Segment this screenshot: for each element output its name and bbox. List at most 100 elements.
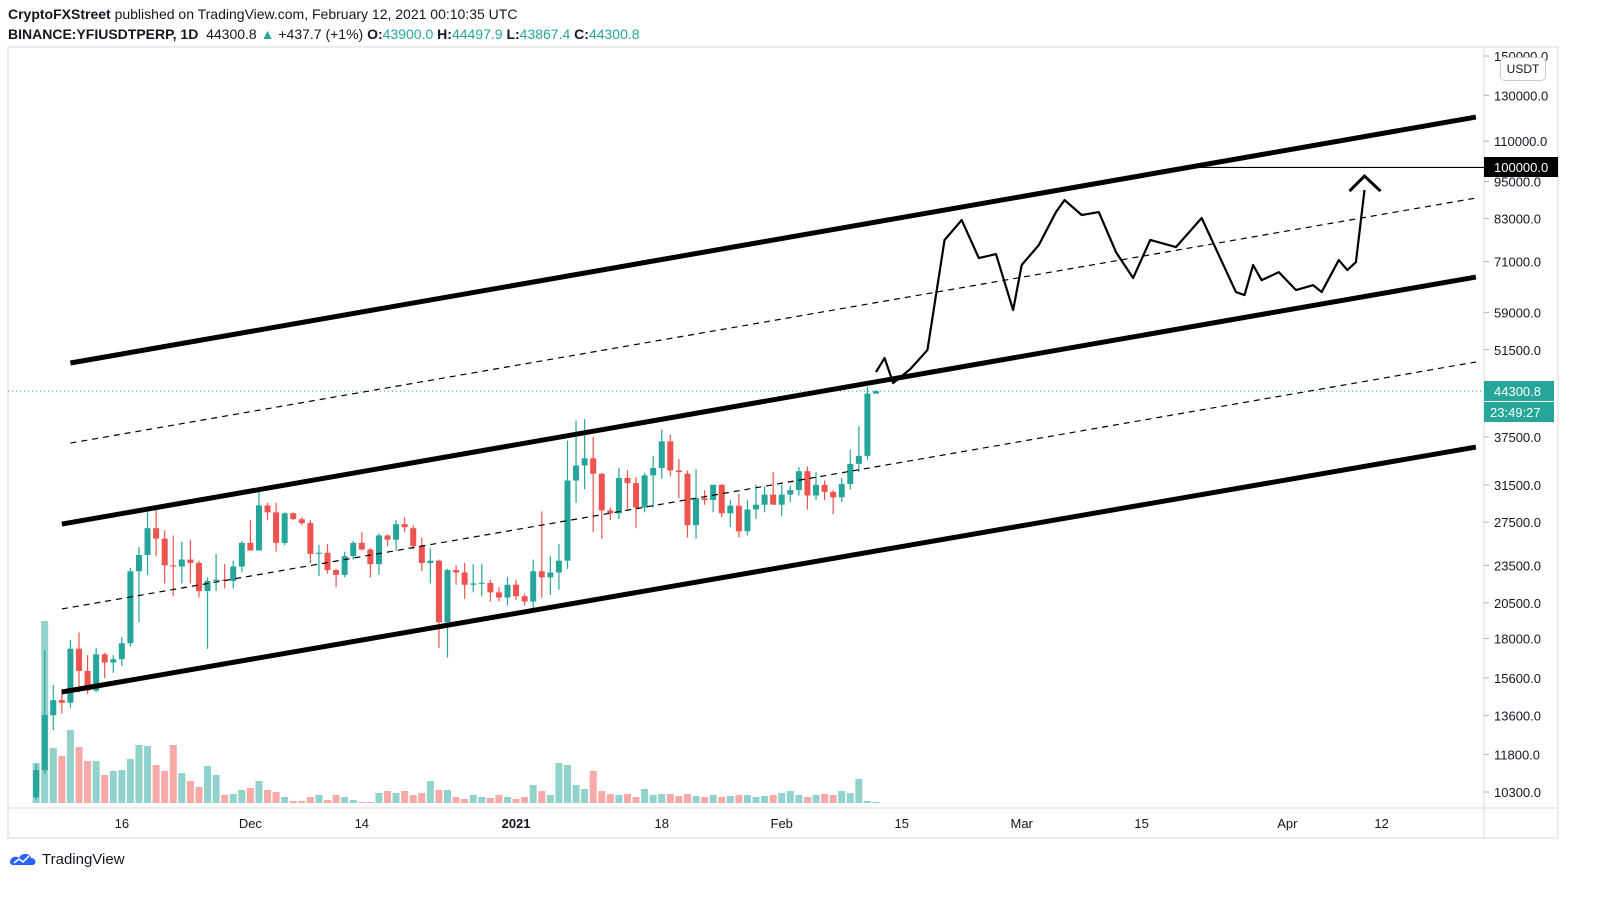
volume-bar bbox=[161, 771, 169, 803]
candle bbox=[298, 517, 305, 526]
candle-body bbox=[847, 463, 854, 484]
channel-midline[interactable] bbox=[70, 197, 1477, 444]
candle-body bbox=[101, 654, 108, 663]
candle-body bbox=[633, 483, 640, 508]
currency-badge[interactable]: USDT bbox=[1500, 57, 1546, 81]
volume-bar bbox=[503, 797, 511, 803]
candle bbox=[58, 690, 65, 714]
volume-bar bbox=[469, 795, 477, 803]
volume-bar bbox=[118, 770, 126, 803]
time-axis[interactable]: 16 Dec 14 2021 18 Feb 15 Mar 15 Apr 12 bbox=[115, 816, 1389, 831]
candle-body bbox=[504, 584, 511, 598]
candle-body bbox=[675, 470, 682, 473]
price-axis[interactable]: 150000.0130000.0110000.095000.083000.071… bbox=[1484, 49, 1548, 800]
volume-bar bbox=[855, 779, 863, 803]
symbol-name[interactable]: BINANCE:YFIUSDTPERP, 1D bbox=[8, 26, 199, 42]
volume-bar bbox=[486, 798, 494, 803]
candle bbox=[247, 520, 254, 551]
candle bbox=[607, 507, 614, 521]
high-label: H: bbox=[437, 26, 452, 42]
candle bbox=[444, 568, 451, 658]
volume-bar bbox=[221, 795, 229, 803]
volume-bar bbox=[555, 763, 563, 803]
volume-bar bbox=[255, 781, 263, 803]
volume-bar bbox=[735, 795, 743, 803]
candle bbox=[667, 434, 674, 477]
volume-bar bbox=[401, 791, 409, 803]
candle bbox=[255, 490, 262, 551]
author-name[interactable]: CryptoFXStreet bbox=[8, 6, 111, 22]
arrow-up-icon[interactable] bbox=[1348, 173, 1382, 193]
volume-bar bbox=[666, 794, 674, 803]
volume-bar bbox=[169, 745, 177, 803]
candle bbox=[350, 540, 357, 560]
candle-body bbox=[607, 510, 614, 514]
candle-body bbox=[401, 524, 408, 528]
candle bbox=[118, 637, 125, 666]
price-tick-label: 130000.0 bbox=[1494, 88, 1548, 103]
candle-body bbox=[590, 458, 597, 474]
volume-bar bbox=[452, 797, 460, 803]
open-value: 43900.0 bbox=[382, 26, 434, 42]
candle-body bbox=[135, 555, 142, 572]
candle-body bbox=[547, 572, 554, 578]
drawings[interactable] bbox=[8, 114, 1484, 695]
candle bbox=[598, 472, 605, 539]
candle bbox=[744, 500, 751, 536]
channel-midline[interactable] bbox=[61, 361, 1477, 610]
candle bbox=[650, 455, 657, 508]
candle bbox=[530, 559, 537, 613]
volume-bar bbox=[315, 795, 323, 803]
volume-bar bbox=[709, 795, 717, 803]
channel-trendline[interactable] bbox=[69, 114, 1477, 366]
channel-trendline[interactable] bbox=[61, 444, 1477, 695]
channel-trendline[interactable] bbox=[61, 274, 1477, 527]
candle bbox=[710, 484, 717, 513]
candle-body bbox=[93, 654, 100, 691]
candle-body bbox=[830, 491, 837, 498]
candle bbox=[838, 477, 845, 502]
volume-bar bbox=[743, 795, 751, 803]
candle bbox=[358, 532, 365, 551]
volume-bar bbox=[838, 791, 846, 803]
time-tick-label: 14 bbox=[355, 816, 369, 831]
low-value: 43867.4 bbox=[519, 26, 571, 42]
candle-body bbox=[384, 535, 391, 540]
volume-bar bbox=[821, 794, 829, 803]
volume-bar bbox=[786, 791, 794, 803]
candle-body bbox=[410, 528, 417, 547]
candle-body bbox=[615, 477, 622, 514]
candle bbox=[753, 484, 760, 520]
candle bbox=[847, 449, 854, 490]
volume-bars bbox=[32, 621, 880, 803]
candle bbox=[110, 655, 117, 673]
forecast-path[interactable] bbox=[875, 189, 1366, 385]
candle-body bbox=[161, 538, 168, 566]
candle bbox=[127, 567, 134, 647]
candle bbox=[564, 440, 571, 569]
volume-bar bbox=[272, 792, 280, 803]
candle-body bbox=[735, 505, 742, 532]
price-tick-label: 11800.0 bbox=[1494, 748, 1540, 763]
volume-bar bbox=[409, 795, 417, 803]
candle bbox=[427, 548, 434, 584]
candle-body bbox=[718, 484, 725, 514]
candle-body bbox=[693, 498, 700, 526]
candle bbox=[795, 467, 802, 496]
tradingview-logo[interactable]: TradingView bbox=[8, 849, 125, 869]
volume-bar bbox=[683, 794, 691, 803]
candle-body bbox=[195, 563, 202, 592]
candle-body bbox=[478, 582, 485, 584]
volume-bar bbox=[426, 781, 434, 803]
price-tick-label: 20500.0 bbox=[1494, 596, 1541, 611]
volume-bar bbox=[246, 788, 254, 803]
candle bbox=[333, 568, 340, 588]
candle bbox=[195, 560, 202, 598]
candle-body bbox=[358, 542, 365, 550]
symbol-legend: BINANCE:YFIUSDTPERP, 1D 44300.8 ▲ +437.7… bbox=[8, 26, 640, 42]
candle bbox=[470, 564, 477, 593]
candle-body bbox=[84, 670, 91, 691]
time-tick-label: Feb bbox=[771, 816, 793, 831]
volume-bar bbox=[58, 756, 66, 803]
